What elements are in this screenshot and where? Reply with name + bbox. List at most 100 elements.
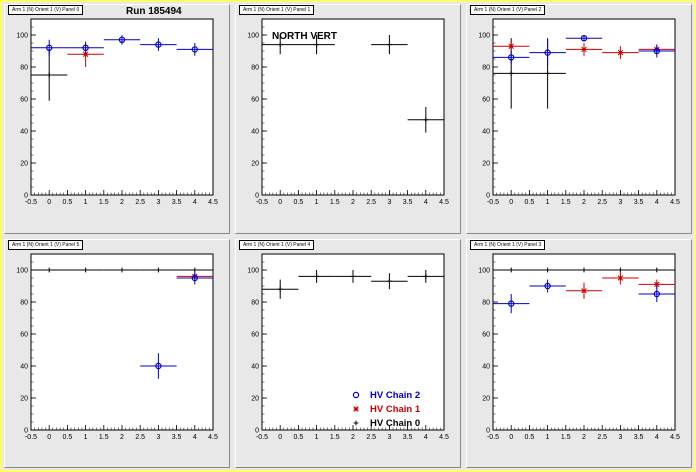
plus-marker	[314, 42, 319, 47]
circle-marker	[82, 44, 89, 52]
x-tick-label: 4.5	[439, 199, 449, 206]
x-tick-label: -0.5	[25, 199, 37, 206]
x-tick-label: 0.5	[63, 434, 73, 441]
x-tick-label: 0.5	[525, 434, 535, 441]
circle-marker	[508, 54, 515, 61]
x-tick-label: 4	[193, 199, 197, 206]
y-tick-label: 80	[251, 65, 259, 72]
y-tick-label: 80	[20, 300, 28, 307]
x-tick-label: 4	[424, 434, 428, 441]
data-point	[262, 279, 299, 299]
plus-marker	[508, 71, 514, 76]
y-tick-label: 60	[251, 332, 259, 339]
y-tick-label: 40	[251, 364, 259, 371]
x-tick-label: 0	[278, 434, 282, 441]
data-point	[565, 267, 603, 273]
data-point	[529, 267, 566, 273]
plus-marker	[156, 267, 161, 273]
y-tick-label: 40	[20, 129, 28, 136]
pad-panel-5: -0.5 0 0.5 1 1.5 2 2.5 3 3.5 4 4.5 0 20 40 60 80 100 Arm…	[4, 239, 230, 468]
x-tick-label: 2	[351, 199, 355, 206]
data-point	[529, 39, 566, 66]
x-tick-label: 4.5	[670, 199, 680, 206]
plus-marker	[314, 274, 319, 279]
panel-annotation: NORTH VERT	[272, 31, 337, 42]
x-tick-label: 3	[156, 434, 160, 441]
series-hv-chain-0	[262, 270, 444, 299]
x-tick-label: 0	[509, 199, 513, 206]
x-tick-label: 1.5	[561, 199, 571, 206]
data-point	[67, 267, 104, 273]
data-point	[407, 107, 444, 133]
y-tick-label: 60	[251, 97, 259, 104]
data-point	[493, 267, 530, 273]
x-tick-label: 3.5	[172, 434, 182, 441]
pad-panel-3: -0.5 0 0.5 1 1.5 2 2.5 3 3.5 4 4.5 0 20 40 60 80 100 Arm…	[466, 239, 692, 468]
y-tick-label: 0	[24, 193, 28, 200]
plot-frame	[261, 18, 445, 196]
data-point	[602, 46, 639, 59]
x-tick-label: 2.5	[597, 199, 607, 206]
y-tick-label: 60	[482, 332, 490, 339]
plus-marker	[423, 117, 429, 123]
circle-marker	[352, 391, 360, 399]
y-tick-label: 20	[251, 161, 259, 168]
x-tick-label: 2.5	[366, 199, 376, 206]
x-tick-label: 2.5	[597, 434, 607, 441]
star-marker	[617, 275, 624, 281]
data-point	[103, 267, 141, 273]
x-tick-label: 1.5	[330, 199, 340, 206]
x-tick-label: -0.5	[487, 199, 499, 206]
plus-marker	[423, 274, 429, 279]
x-tick-label: 0.5	[525, 199, 535, 206]
data-point	[565, 282, 603, 299]
x-tick-label: 0.5	[63, 199, 73, 206]
legend: HV Chain 2 HV Chain 1 HV Chain 0	[352, 390, 421, 429]
x-tick-label: 0	[47, 199, 51, 206]
pad-title: Arm 1 (N) Orient 1 (V) Panel 0	[8, 5, 84, 15]
x-tick-label: -0.5	[256, 199, 268, 206]
data-point	[140, 267, 177, 273]
y-tick-label: 0	[255, 428, 259, 435]
x-tick-label: 2.5	[135, 434, 145, 441]
x-tick-label: 0	[509, 434, 513, 441]
data-point	[638, 44, 675, 58]
data-point	[31, 267, 68, 273]
x-tick-label: 3	[156, 199, 160, 206]
series-hv-chain-2	[140, 271, 213, 379]
x-tick-label: 4.5	[670, 434, 680, 441]
y-tick-label: 100	[478, 33, 490, 40]
x-tick-label: 2	[120, 434, 124, 441]
x-tick-label: 3	[618, 199, 622, 206]
x-tick-label: 4	[193, 434, 197, 441]
x-tick-label: 1.5	[330, 434, 340, 441]
pad-title: Arm 1 (N) Orient 1 (V) Panel 2	[470, 5, 546, 15]
data-point	[334, 270, 372, 283]
data-point	[140, 38, 177, 51]
y-tick-label: 40	[482, 129, 490, 136]
y-tick-label: 100	[16, 268, 28, 275]
y-tick-label: 20	[20, 396, 28, 403]
star-marker	[508, 43, 514, 49]
x-tick-label: 2	[120, 199, 124, 206]
y-tick-label: 100	[478, 268, 490, 275]
data-point	[493, 294, 530, 314]
plus-marker	[387, 42, 392, 47]
data-point	[407, 270, 444, 283]
x-tick-label: 1.5	[99, 199, 109, 206]
x-tick-label: 0	[47, 434, 51, 441]
data-point	[638, 267, 675, 273]
x-tick-label: -0.5	[487, 434, 499, 441]
x-tick-label: 3.5	[634, 199, 644, 206]
x-tick-label: 2.5	[135, 199, 145, 206]
plus-marker	[46, 267, 52, 273]
x-tick-label: 1	[546, 199, 550, 206]
circle-marker	[508, 300, 515, 307]
y-tick-label: 100	[16, 33, 28, 40]
x-tick-label: -0.5	[25, 434, 37, 441]
x-tick-label: 2	[351, 434, 355, 441]
x-tick-label: 3.5	[403, 434, 413, 441]
plus-marker	[46, 72, 52, 78]
data-point	[298, 35, 335, 55]
